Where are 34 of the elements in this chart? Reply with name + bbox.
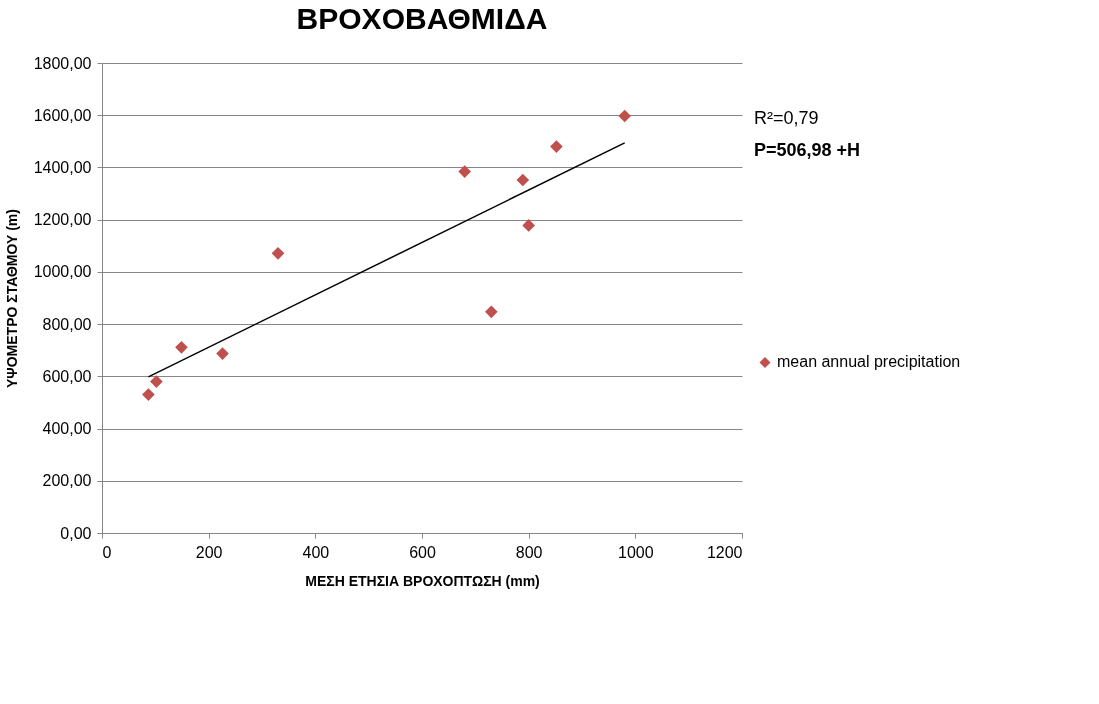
x-axis-title: ΜΕΣΗ ΕΤΗΣΙΑ ΒΡΟΧΟΠΤΩΣΗ (mm) [305, 572, 540, 589]
point [150, 375, 163, 388]
y-tick-label: 1800,00 [33, 54, 92, 72]
x-tick-label: 600 [409, 543, 436, 561]
y-tick-label: 800,00 [42, 315, 92, 333]
x-tick-label: 0 [102, 543, 112, 561]
y-tick-label: 200,00 [42, 472, 92, 490]
text: P=506,98 +H [754, 140, 861, 161]
point [458, 165, 471, 178]
point [522, 219, 535, 232]
y-tick-label: 600,00 [42, 367, 92, 385]
y-axis-title: ΥΨΟΜΕΤΡΟ ΣΤΑΘΜΟΥ (m) [3, 209, 20, 388]
chart-title: ΒΡΟΧΟΒΑΘΜΙΔΑ [296, 2, 548, 35]
x-tick-label: 1200 [706, 543, 743, 561]
point [142, 388, 155, 401]
y-tick-label: 0,00 [60, 524, 92, 542]
x-tick-label: 400 [302, 543, 330, 561]
point [216, 347, 229, 360]
legend-label: mean annual precipitation [777, 353, 961, 371]
point [618, 109, 631, 123]
point [516, 173, 530, 187]
text: R²=0,79 [754, 108, 819, 129]
y-tick-label: 1600,00 [33, 106, 92, 124]
x-tick-label: 1000 [618, 543, 654, 561]
y-tick-label: 1200,00 [33, 211, 92, 229]
x-tick-label: 800 [515, 543, 543, 561]
y-tick-label: 400,00 [42, 420, 92, 438]
y-tick-label: 1400,00 [33, 158, 92, 176]
point [550, 140, 563, 153]
point [175, 341, 188, 354]
point [485, 305, 498, 319]
point [271, 247, 285, 260]
x-tick-label: 200 [195, 543, 223, 561]
y-tick-label: 1000,00 [33, 263, 92, 281]
